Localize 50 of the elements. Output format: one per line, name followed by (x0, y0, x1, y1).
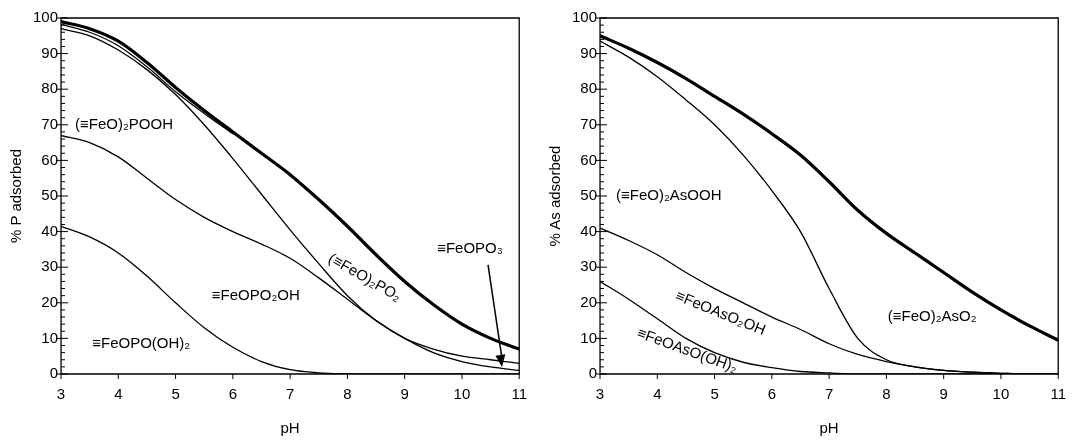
y-tick-label: 30 (41, 257, 59, 275)
y-tick-label: 0 (588, 364, 598, 382)
x-tick-label: 4 (653, 385, 662, 403)
x-tick-label: 5 (710, 385, 719, 403)
y-tick-label: 100 (33, 8, 59, 26)
x-axis-title: pH (819, 419, 839, 437)
y-tick-label: 70 (41, 114, 59, 132)
x-tick-label: 10 (992, 385, 1010, 403)
annotation: ≡FeOPO₃ (437, 239, 503, 257)
x-tick-label: 4 (114, 385, 123, 403)
y-tick-label: 40 (580, 221, 598, 239)
annotation: ≡FeOPO(OH)₂ (92, 333, 191, 351)
y-tick-label: 40 (41, 221, 59, 239)
annotation: ≡FeOPO₂OH (211, 285, 300, 303)
y-tick-label: 0 (49, 364, 59, 382)
y-tick-label: 70 (580, 114, 598, 132)
x-tick-label: 6 (228, 385, 238, 403)
y-tick-label: 20 (41, 292, 59, 310)
x-tick-label: 3 (595, 385, 605, 403)
x-tick-label: 7 (824, 385, 834, 403)
y-tick-label: 50 (41, 186, 59, 204)
annotation: (≡FeO)₂AsOOH (616, 186, 722, 204)
x-tick-label: 3 (56, 385, 66, 403)
y-tick-label: 10 (41, 328, 59, 346)
x-tick-label: 9 (400, 385, 409, 403)
y-tick-label: 80 (580, 79, 598, 97)
y-tick-label: 100 (572, 8, 598, 26)
x-tick-label: 9 (939, 385, 948, 403)
y-tick-label: 80 (41, 79, 59, 97)
y-tick-label: 60 (580, 150, 598, 168)
x-tick-label: 8 (343, 385, 352, 403)
y-tick-label: 30 (580, 257, 598, 275)
y-axis-title: % As adsorbed (546, 145, 564, 247)
y-tick-label: 50 (580, 186, 598, 204)
x-tick-label: 5 (171, 385, 180, 403)
y-tick-label: 10 (580, 328, 598, 346)
x-axis-title: pH (280, 419, 300, 437)
x-tick-label: 7 (285, 385, 295, 403)
x-tick-label: 6 (767, 385, 777, 403)
x-tick-label: 11 (511, 385, 527, 403)
annotation: (≡FeO)₂AsO₂ (887, 307, 977, 325)
x-tick-label: 8 (882, 385, 891, 403)
y-tick-label: 90 (580, 43, 598, 61)
annotation: (≡FeO)₂POOH (75, 114, 173, 132)
y-tick-label: 60 (41, 150, 59, 168)
y-axis-title: % P adsorbed (7, 149, 25, 243)
x-tick-label: 11 (1050, 385, 1066, 403)
y-tick-label: 20 (580, 292, 598, 310)
y-tick-label: 90 (41, 43, 59, 61)
x-tick-label: 10 (453, 385, 471, 403)
